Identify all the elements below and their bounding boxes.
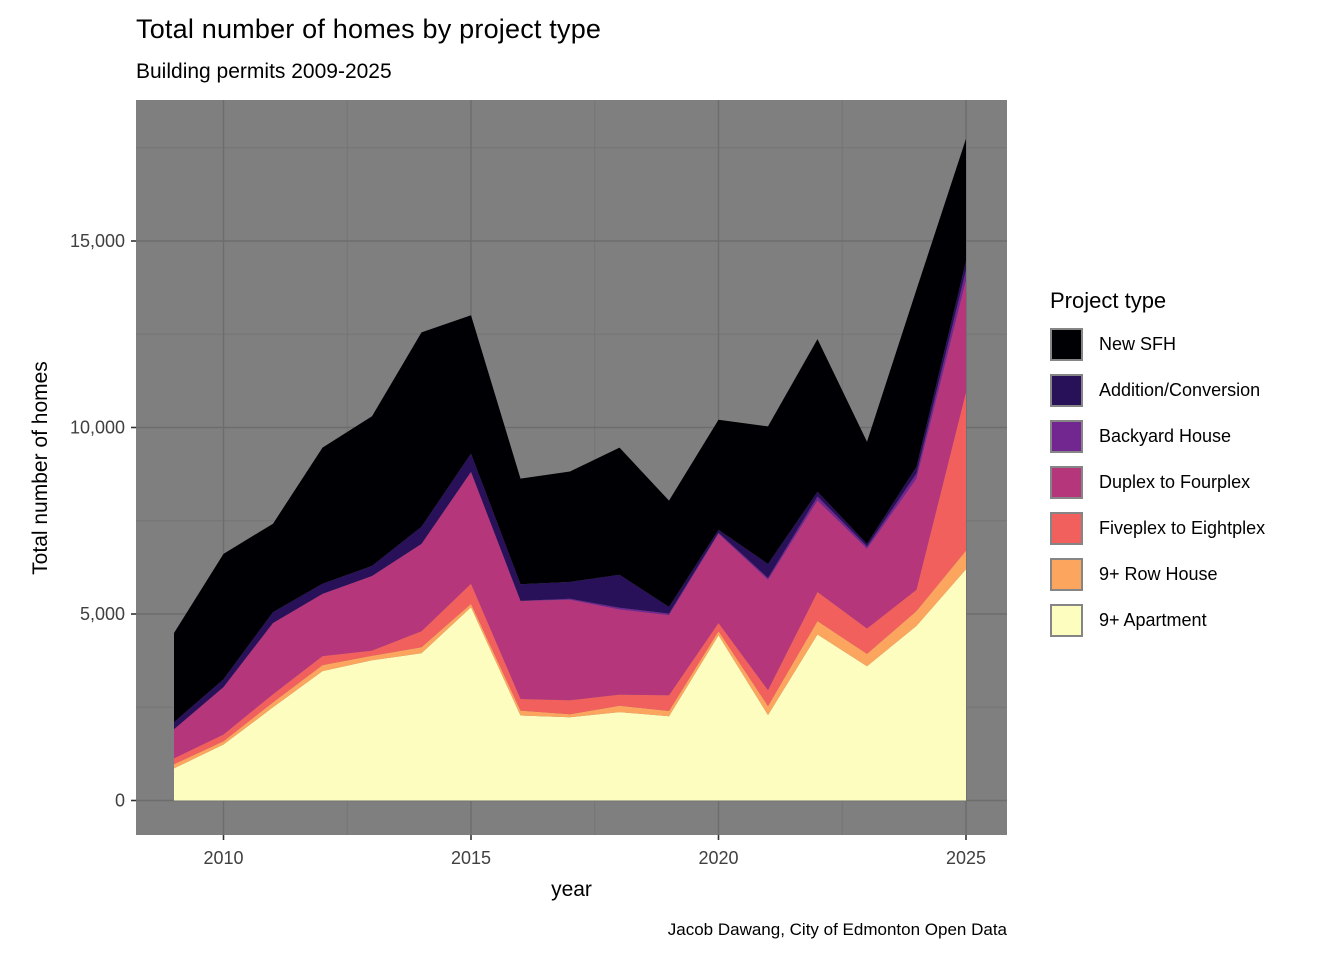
x-axis-title: year xyxy=(551,878,592,901)
legend-swatch-new-sfh xyxy=(1050,328,1083,361)
legend-label: 9+ Apartment xyxy=(1099,610,1207,630)
legend-item-addition-conversion: Addition/Conversion xyxy=(1050,374,1340,407)
y-axis-title: Total number of homes xyxy=(29,361,52,575)
legend-items: New SFH Addition/Conversion Backyard House… xyxy=(1050,328,1340,637)
area-duplex-to-fourplex xyxy=(174,280,966,759)
legend-label: Addition/Conversion xyxy=(1099,380,1261,400)
x-tick-label: 2010 xyxy=(203,848,243,868)
legend-label: Backyard House xyxy=(1099,426,1232,446)
legend-swatch-addition-conversion xyxy=(1050,374,1083,407)
x-tick-label: 2020 xyxy=(698,848,738,868)
legend-swatch-9-row-house xyxy=(1050,558,1083,591)
legend-swatch-9-apartment xyxy=(1050,604,1083,637)
legend-item-9-row-house: 9+ Row House xyxy=(1050,558,1340,591)
legend-item-backyard-house: Backyard House xyxy=(1050,420,1340,453)
y-tick-label: 0 xyxy=(115,791,125,811)
x-tick-label: 2025 xyxy=(946,848,986,868)
chart-subtitle: Building permits 2009-2025 xyxy=(136,60,392,83)
legend-swatch-fiveplex-to-eightplex xyxy=(1050,512,1083,545)
legend-swatch-backyard-house xyxy=(1050,420,1083,453)
legend-item-fiveplex-to-eightplex: Fiveplex to Eightplex xyxy=(1050,512,1340,545)
area-9-row-house xyxy=(174,550,966,769)
chart-title: Total number of homes by project type xyxy=(136,14,602,44)
legend-item-duplex-to-fourplex: Duplex to Fourplex xyxy=(1050,466,1340,499)
legend-swatch-duplex-to-fourplex xyxy=(1050,466,1083,499)
area-9-apartment xyxy=(174,569,966,801)
y-tick-label: 15,000 xyxy=(70,231,125,251)
chart-caption: Jacob Dawang, City of Edmonton Open Data xyxy=(667,920,1007,939)
legend-item-new-sfh: New SFH xyxy=(1050,328,1340,361)
legend-label: Fiveplex to Eightplex xyxy=(1099,518,1266,538)
x-tick-label: 2015 xyxy=(451,848,491,868)
y-tick-label: 10,000 xyxy=(70,418,125,438)
legend-label: New SFH xyxy=(1099,334,1177,354)
legend-label: Duplex to Fourplex xyxy=(1099,472,1251,492)
area-new-sfh xyxy=(174,138,966,723)
y-tick-label: 5,000 xyxy=(80,604,125,624)
legend-label: 9+ Row House xyxy=(1099,564,1218,584)
legend: Project type New SFH Addition/Conversion B… xyxy=(1050,288,1340,650)
legend-item-9-apartment: 9+ Apartment xyxy=(1050,604,1340,637)
legend-title: Project type xyxy=(1050,288,1167,313)
